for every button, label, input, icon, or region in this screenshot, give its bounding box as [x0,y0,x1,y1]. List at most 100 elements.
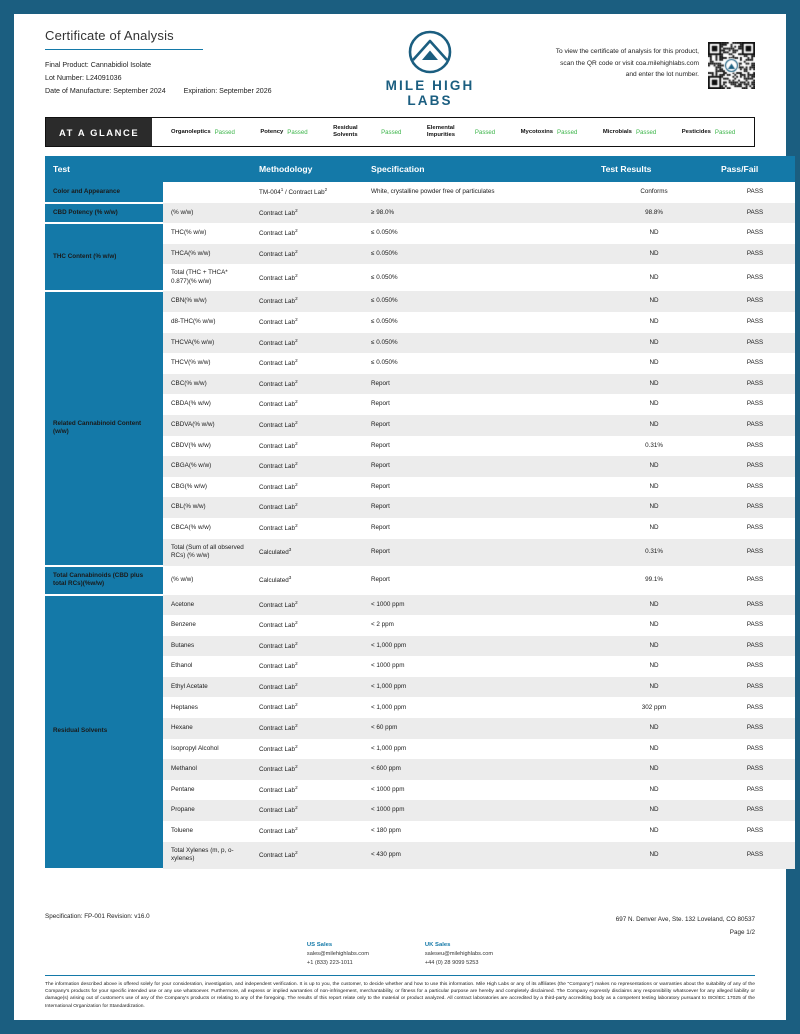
specification-cell: < 2 ppm [363,615,593,636]
test-result-cell: ND [593,841,713,869]
glance-item-status: Passed [287,128,308,136]
table-row: THC Content (% w/w) THC(% w/w) Contract La… [45,223,795,293]
test-result-cell: ND [593,779,713,801]
table-row: CBC(% w/w) Contract Lab2 Report ND PASS [45,373,795,395]
methodology-cell: Contract Lab2 [251,779,363,801]
qr-code[interactable] [708,42,755,89]
document-header: Certificate of Analysis Final Product: C… [45,28,755,108]
methodology-cell: Contract Lab2 [251,759,363,780]
glance-item: Potency Passed [260,129,307,136]
table-row: d8-THC(% w/w) Contract Lab2 ≤ 0.050% ND PASS [45,311,795,333]
analyte-cell: THCV(% w/w) [163,353,251,374]
table-row: Total Xylenes (m, p, o-xylenes) Contract … [45,841,795,869]
analyte-cell: Total (Sum of all observed RCs) (% w/w) [163,538,251,566]
analyte-cell: CBG(% w/w) [163,476,251,498]
sales-contacts: US Sales sales@milehighlabs.com +1 (833) 2… [14,940,786,975]
test-result-cell: ND [593,476,713,498]
sales-email[interactable]: saleseu@milehighlabs.com [424,950,494,957]
specification-cell: < 1000 ppm [363,594,593,616]
specification-cell: Report [363,538,593,566]
analyte-cell: (% w/w) [163,565,251,595]
glance-item-status: Passed [214,128,235,136]
table-row: Related Cannabinoid Content (w/w) CBN(% w… [45,291,795,567]
sales-phone[interactable]: +44 (0) 28 9099 5253 [424,960,479,967]
methodology-cell: Contract Lab2 [251,517,363,539]
analyte-cell: CBDA(% w/w) [163,394,251,415]
sheet-footer: Specification: FP-001 Revision: v16.0 69… [14,903,786,939]
analyte-cell: Total (THC + THCA* 0.877)(% w/w) [163,264,251,292]
specification-cell: Report [363,497,593,518]
analyte-cell: Methanol [163,759,251,780]
test-result-cell: Conforms [593,182,713,203]
methodology-cell: Contract Lab2 [251,615,363,636]
table-row: Total (Sum of all observed RCs) (% w/w) C… [45,538,795,566]
sales-phone[interactable]: +1 (833) 223-1011 [306,960,353,967]
table-row: Toluene Contract Lab2 < 180 ppm ND PASS [45,821,795,842]
analyte-cell: CBDV(% w/w) [163,435,251,457]
col-header-specification: Specification [363,156,593,182]
analyte-cell: Propane [163,800,251,822]
methodology-cell: Contract Lab2 [251,656,363,677]
methodology-cell: Contract Lab2 [251,332,363,354]
brand-block: MILE HIGH LABS [365,28,495,108]
test-result-cell: ND [593,517,713,539]
page-number: Page 1/2 [729,929,755,937]
table-row: Total Cannabinoids (CBD plus total RCs)(… [45,565,795,596]
test-result-cell: 0.31% [593,435,713,457]
sales-email[interactable]: sales@milehighlabs.com [306,950,369,957]
glance-item-status: Passed [714,128,736,136]
specification-cell: < 1000 ppm [363,779,593,801]
test-result-cell: ND [593,800,713,822]
specification-cell: < 180 ppm [363,821,593,842]
specification-cell: < 1,000 ppm [363,676,593,698]
qr-instructions: To view the certificate of analysis for … [556,42,708,81]
table-row: Total (THC + THCA* 0.877)(% w/w) Contract… [45,264,795,292]
pass-fail-cell: PASS [713,718,795,739]
specification-cell: ≤ 0.050% [363,291,593,312]
pass-fail-cell: PASS [713,264,795,292]
analyte-cell: THCVA(% w/w) [163,332,251,354]
pass-fail-cell: PASS [713,538,795,566]
pass-fail-cell: PASS [713,615,795,636]
specification-cell: ≤ 0.050% [363,243,593,265]
final-product-line: Final Product: Cannabidiol Isolate [45,59,365,72]
analyte-cell: Toluene [163,821,251,842]
methodology-cell: Contract Lab2 [251,821,363,842]
table-row: Pentane Contract Lab2 < 1000 ppm ND PASS [45,779,795,801]
methodology-cell: Contract Lab2 [251,264,363,292]
test-result-cell: ND [593,594,713,616]
specification-cell: Report [363,476,593,498]
table-header-row: Test Methodology Specification Test Resu… [45,156,795,182]
methodology-cell: Contract Lab2 [251,353,363,374]
pass-fail-cell: PASS [713,202,795,224]
glance-item-status: Passed [635,128,657,136]
methodology-cell: Contract Lab2 [251,394,363,415]
analyte-cell [163,182,251,203]
methodology-cell: Contract Lab2 [251,373,363,395]
analyte-cell: Isopropyl Alcohol [163,738,251,760]
test-result-cell: ND [593,676,713,698]
test-result-cell: ND [593,821,713,842]
analyte-cell: CBGA(% w/w) [163,456,251,477]
brand-wordmark: MILE HIGH LABS [385,78,475,108]
test-group-label: THC Content (% w/w) [45,223,163,293]
test-result-cell: ND [593,243,713,265]
pass-fail-cell: PASS [713,435,795,457]
test-result-cell: ND [593,373,713,395]
methodology-cell: Contract Lab2 [251,202,363,224]
methodology-cell: Contract Lab2 [251,291,363,312]
specification-revision: Specification: FP-001 Revision: v16.0 [45,913,150,921]
final-product-value: Cannabidiol Isolate [90,61,152,69]
analyte-cell: Total Xylenes (m, p, o-xylenes) [163,841,251,869]
header-meta-block: Certificate of Analysis Final Product: C… [45,28,365,98]
pass-fail-cell: PASS [713,353,795,374]
methodology-cell: Contract Lab2 [251,800,363,822]
test-group-label: Total Cannabinoids (CBD plus total RCs)(… [45,565,163,596]
specification-cell: Report [363,435,593,457]
pass-fail-cell: PASS [713,841,795,869]
test-result-cell: 99.1% [593,565,713,595]
certificate-sheet: Certificate of Analysis Final Product: C… [14,14,795,1020]
glance-item-name: Organoleptics [170,128,211,135]
table-row: CBDVA(% w/w) Contract Lab2 Report ND PASS [45,414,795,436]
table-row: Ethanol Contract Lab2 < 1000 ppm ND PASS [45,656,795,677]
